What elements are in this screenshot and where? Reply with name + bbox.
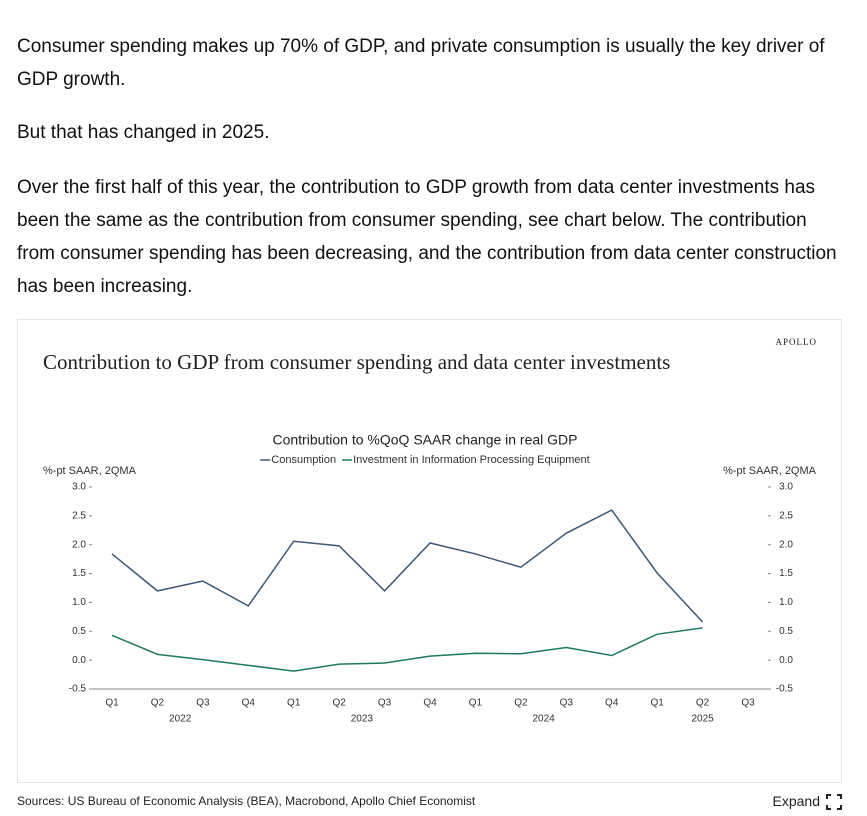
x-tick-label: Q3 bbox=[378, 698, 392, 709]
brand: APOLLO bbox=[776, 337, 818, 347]
y-tick-label: 1.0 bbox=[72, 597, 86, 608]
expand-icon[interactable] bbox=[826, 794, 842, 810]
y-tick-label: 2.5 bbox=[72, 510, 86, 521]
y2-tick-label: -0.5 bbox=[776, 684, 794, 695]
x-tick-label: Q4 bbox=[423, 698, 437, 709]
x-tick-label: Q2 bbox=[696, 698, 710, 709]
y2-tick-label: 2.5 bbox=[779, 510, 793, 521]
legend-label: Consumption bbox=[271, 454, 336, 466]
y-axis-label: %-pt SAAR, 2QMA bbox=[43, 465, 137, 477]
paragraph: Consumer spending makes up 70% of GDP, a… bbox=[17, 36, 825, 90]
x-tick-label: Q2 bbox=[514, 698, 528, 709]
y2-tick-label: 1.5 bbox=[779, 568, 793, 579]
x-tick-label: Q1 bbox=[650, 698, 664, 709]
y-tick-label: 1.5 bbox=[72, 568, 86, 579]
paragraph: But that has changed in 2025. bbox=[17, 122, 270, 143]
x-tick-label: Q3 bbox=[560, 698, 574, 709]
chart-card bbox=[17, 319, 842, 783]
x-tick-label: Q1 bbox=[105, 698, 119, 709]
sources: Sources: US Bureau of Economic Analysis … bbox=[17, 794, 476, 808]
legend-label: Investment in Information Processing Equ… bbox=[353, 454, 590, 466]
x-group-label: 2025 bbox=[691, 714, 714, 725]
x-group-label: 2024 bbox=[532, 714, 555, 725]
x-tick-label: Q1 bbox=[287, 698, 301, 709]
series-line bbox=[111, 509, 704, 623]
y2-axis-label: %-pt SAAR, 2QMA bbox=[723, 465, 817, 477]
y2-tick-label: 3.0 bbox=[779, 482, 793, 493]
chart-title: Contribution to GDP from consumer spendi… bbox=[43, 350, 670, 374]
x-tick-label: Q3 bbox=[741, 698, 755, 709]
x-tick-label: Q4 bbox=[605, 698, 619, 709]
y-tick-label: 0.5 bbox=[72, 626, 86, 637]
y-tick-label: 0.0 bbox=[72, 655, 86, 666]
y-tick-label: -0.5 bbox=[69, 684, 87, 695]
expand-button[interactable]: Expand bbox=[773, 793, 820, 809]
x-group-label: 2022 bbox=[169, 714, 192, 725]
x-tick-label: Q2 bbox=[151, 698, 165, 709]
y2-tick-label: 0.0 bbox=[779, 655, 793, 666]
x-tick-label: Q3 bbox=[196, 698, 210, 709]
y2-tick-label: 1.0 bbox=[779, 597, 793, 608]
series-line bbox=[111, 627, 703, 672]
paragraph: Over the first half of this year, the co… bbox=[17, 177, 837, 297]
y-tick-label: 2.0 bbox=[72, 539, 86, 550]
expand-label[interactable]: Expand bbox=[772, 793, 820, 809]
y2-tick-label: 0.5 bbox=[779, 626, 793, 637]
y-tick-label: 3.0 bbox=[72, 482, 86, 493]
x-tick-label: Q2 bbox=[332, 698, 346, 709]
x-group-label: 2023 bbox=[351, 714, 374, 725]
y2-tick-label: 2.0 bbox=[779, 539, 793, 550]
x-tick-label: Q4 bbox=[242, 698, 256, 709]
x-tick-label: Q1 bbox=[469, 698, 483, 709]
chart-subtitle: Contribution to %QoQ SAAR change in real… bbox=[272, 432, 577, 448]
